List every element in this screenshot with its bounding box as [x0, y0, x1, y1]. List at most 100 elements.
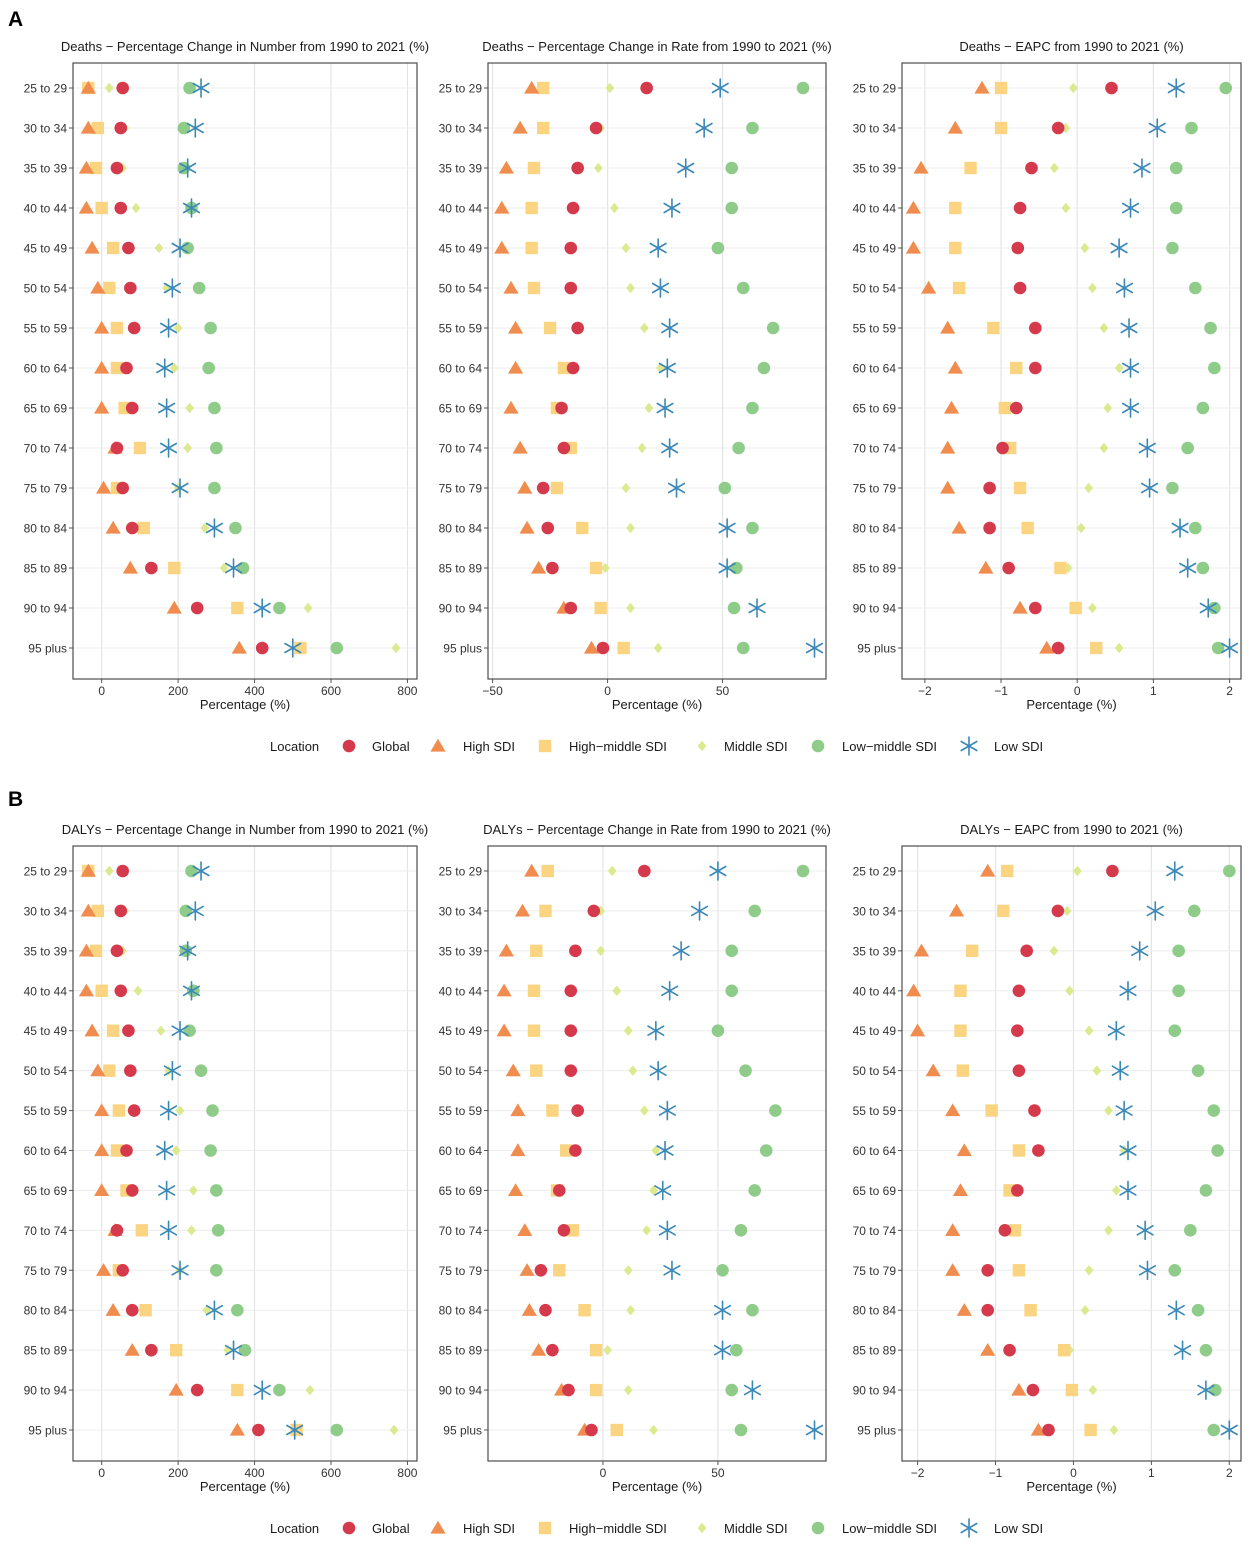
y-tick-label: 90 to 94 — [439, 602, 483, 616]
point-middle-sdi — [303, 602, 313, 614]
point-middle-sdi — [1114, 642, 1124, 654]
point-high-sdi — [512, 120, 528, 134]
point-high-middle-sdi — [559, 1144, 573, 1157]
point-middle-sdi — [626, 522, 635, 534]
point-global — [145, 1343, 158, 1357]
y-tick-label: 70 to 74 — [439, 1224, 483, 1238]
point-low-sdi — [654, 1180, 672, 1201]
point-high-middle-sdi — [589, 1343, 603, 1357]
point-middle-sdi — [162, 282, 172, 294]
point-high-middle-sdi — [525, 201, 538, 215]
point-low-middle-sdi — [208, 481, 221, 495]
point-low-middle-sdi — [730, 1343, 743, 1357]
point-high-sdi — [521, 1303, 537, 1316]
point-high-sdi — [94, 1183, 110, 1197]
legend-label: High−middle SDI — [569, 739, 667, 754]
point-low-sdi — [253, 598, 271, 618]
point-global — [998, 1224, 1012, 1237]
point-high-middle-sdi — [541, 864, 554, 878]
chart-title: DALYs − Percentage Change in Rate from 1… — [483, 822, 831, 837]
point-low-sdi — [667, 478, 686, 498]
point-low-sdi — [159, 1220, 178, 1241]
point-high-sdi — [945, 1263, 961, 1276]
point-high-sdi — [507, 1183, 524, 1197]
point-global — [127, 321, 141, 335]
y-tick-label: 55 to 59 — [439, 1104, 483, 1118]
point-high-sdi — [940, 320, 956, 334]
point-high-sdi — [921, 280, 937, 294]
x-tick-label: 800 — [397, 1466, 417, 1480]
point-low-middle-sdi — [746, 521, 759, 535]
point-global — [536, 481, 550, 495]
point-low-sdi — [1131, 941, 1149, 961]
point-low-sdi — [677, 158, 695, 178]
point-low-sdi — [1119, 1180, 1137, 1201]
point-low-middle-sdi — [1188, 521, 1202, 535]
y-tick-label: 50 to 54 — [439, 282, 483, 296]
point-middle-sdi — [1114, 362, 1124, 374]
point-low-sdi — [1173, 1340, 1192, 1360]
point-low-sdi — [713, 1340, 732, 1360]
point-middle-sdi — [169, 362, 179, 374]
point-low-middle-sdi — [202, 361, 215, 375]
point-high-middle-sdi — [589, 561, 603, 575]
point-high-sdi — [943, 400, 960, 414]
chart-title: Deaths − Percentage Change in Number fro… — [61, 39, 429, 54]
point-high-sdi — [95, 1263, 112, 1276]
point-global — [125, 1303, 139, 1317]
point-low-sdi — [656, 1140, 674, 1161]
point-middle-sdi — [1104, 1105, 1113, 1116]
point-low-middle-sdi — [330, 641, 344, 655]
y-tick-label: 60 to 64 — [853, 362, 897, 376]
point-low-sdi — [661, 980, 679, 1001]
point-middle-sdi — [389, 1424, 399, 1436]
chart-title: Deaths − Percentage Change in Rate from … — [482, 39, 831, 54]
x-tick-label: −50 — [482, 684, 503, 698]
point-high-sdi — [231, 640, 247, 654]
y-tick-label: 65 to 69 — [853, 1184, 897, 1198]
point-low-middle-sdi — [748, 1184, 762, 1197]
point-global — [110, 1224, 124, 1237]
point-low-sdi — [156, 1140, 174, 1161]
x-tick-label: 2 — [1226, 684, 1233, 698]
point-high-middle-sdi — [543, 321, 557, 335]
point-high-middle-sdi — [557, 361, 571, 375]
point-low-middle-sdi — [211, 1224, 225, 1237]
x-tick-label: 400 — [245, 1466, 265, 1480]
point-low-middle-sdi — [1172, 944, 1185, 958]
point-high-sdi — [974, 80, 990, 94]
point-high-middle-sdi — [952, 281, 966, 295]
point-global — [116, 1263, 129, 1277]
point-middle-sdi — [653, 642, 663, 654]
legend-label: Global — [372, 739, 410, 754]
point-global — [571, 161, 584, 175]
point-high-middle-sdi — [137, 521, 150, 535]
point-global — [1002, 561, 1015, 575]
point-global — [1051, 121, 1065, 135]
legend-label: High−middle SDI — [569, 1521, 667, 1536]
point-high-middle-sdi — [168, 561, 181, 575]
charts-layer: Deaths − Percentage Change in Number fro… — [24, 39, 1242, 1494]
point-low-middle-sdi — [1199, 1343, 1213, 1357]
point-middle-sdi — [219, 562, 229, 574]
point-low-sdi — [1220, 1420, 1238, 1440]
y-tick-label: 70 to 74 — [439, 442, 483, 456]
point-high-middle-sdi — [553, 1264, 566, 1277]
point-high-sdi — [978, 560, 994, 574]
legend-marker-low-sdi — [960, 736, 978, 756]
point-low-middle-sdi — [732, 441, 745, 455]
y-tick-label: 95 plus — [443, 642, 482, 656]
legend-label: Low−middle SDI — [842, 739, 937, 754]
point-middle-sdi — [651, 1145, 661, 1156]
y-tick-label: 40 to 44 — [853, 984, 897, 998]
y-tick-label: 95 plus — [28, 1424, 67, 1438]
point-middle-sdi — [1088, 282, 1097, 294]
point-global — [114, 201, 128, 215]
y-tick-label: 50 to 54 — [853, 1064, 897, 1078]
y-tick-label: 80 to 84 — [24, 522, 68, 536]
y-tick-label: 75 to 79 — [853, 1264, 897, 1278]
point-high-sdi — [517, 1223, 533, 1236]
point-global — [1029, 321, 1042, 335]
point-global — [541, 521, 555, 535]
y-tick-label: 30 to 34 — [439, 122, 483, 136]
